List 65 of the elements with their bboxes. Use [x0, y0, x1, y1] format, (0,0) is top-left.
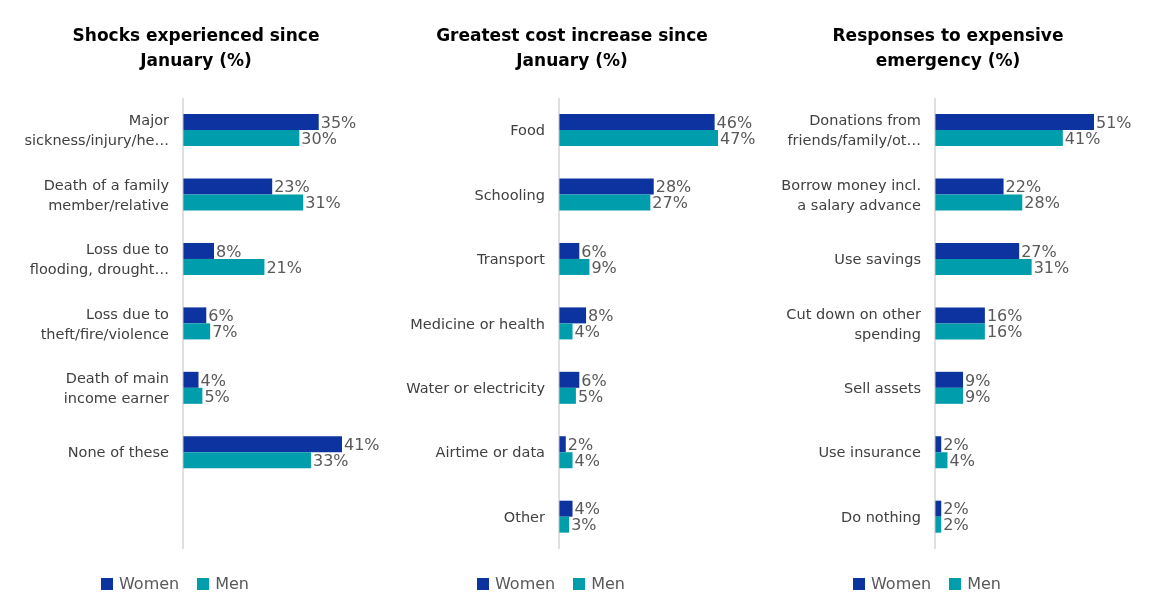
- y-tick-label: Use savings: [834, 251, 921, 268]
- bar: [559, 500, 573, 517]
- bar: [559, 114, 715, 131]
- y-tick-label: Borrow money incl. a salary advance: [781, 176, 922, 213]
- bar: [183, 194, 304, 211]
- bar: [183, 130, 300, 147]
- legend-label: Women: [869, 574, 932, 593]
- legend-label: Women: [493, 574, 556, 593]
- bar: [559, 323, 573, 340]
- bar: [183, 387, 203, 404]
- bar: [183, 258, 265, 275]
- y-tick-label: Medicine or health: [410, 315, 545, 332]
- y-tick-label: Loss due to flooding, drought…: [29, 241, 170, 278]
- bar: [935, 114, 1094, 131]
- y-tick-label: Sell assets: [844, 379, 921, 396]
- legend-label: Men: [214, 574, 250, 593]
- y-tick-label: Transport: [475, 251, 546, 268]
- bar: [183, 323, 211, 340]
- y-tick-label: Airtime or data: [435, 444, 545, 461]
- y-tick-label: Major sickness/injury/he…: [24, 112, 170, 149]
- bar: [935, 242, 1020, 259]
- chart-title: Shocks experienced since January (%): [71, 24, 321, 72]
- bar: [183, 307, 207, 324]
- bar: [559, 258, 590, 275]
- y-tick-label: Death of main income earner: [63, 369, 170, 406]
- bar: [183, 452, 311, 469]
- bar: [183, 242, 215, 259]
- bar: [559, 194, 651, 211]
- bar: [559, 130, 718, 147]
- y-tick-label: Water or electricity: [406, 379, 546, 396]
- y-tick-label: Other: [503, 508, 546, 525]
- bar: [183, 436, 342, 453]
- bar: [559, 371, 580, 388]
- legend-label: Men: [966, 574, 1002, 593]
- bar: [935, 307, 985, 324]
- y-tick-label: Loss due to theft/fire/violence: [40, 305, 170, 342]
- bar: [935, 258, 1032, 275]
- y-tick-label: Death of a family member/relative: [43, 176, 170, 213]
- bar: [935, 387, 964, 404]
- bar: [935, 194, 1023, 211]
- y-tick-label: Do nothing: [840, 508, 921, 525]
- bar: [559, 242, 580, 259]
- bar: [559, 387, 576, 404]
- bar: [935, 178, 1004, 195]
- bar: [559, 307, 587, 324]
- data-label: 21%: [266, 257, 302, 277]
- legend-label: Men: [590, 574, 626, 593]
- chart-title: Responses to expensive emergency (%): [831, 24, 1065, 72]
- bar: [559, 178, 654, 195]
- y-tick-label: Food: [510, 122, 545, 139]
- y-tick-label: Cut down on other spending: [786, 305, 922, 342]
- y-tick-label: None of these: [67, 444, 170, 461]
- bar: [935, 130, 1063, 147]
- bar: [183, 178, 273, 195]
- bar: [935, 323, 985, 340]
- chart-title: Greatest cost increase since January (%): [435, 24, 709, 72]
- y-tick-label: Use insurance: [818, 444, 922, 461]
- bar: [935, 371, 964, 388]
- y-tick-label: Schooling: [474, 186, 545, 203]
- bar: [183, 371, 199, 388]
- bar: [183, 114, 319, 131]
- bar: [559, 452, 573, 469]
- y-tick-label: Donations from friends/family/ot…: [787, 112, 921, 149]
- legend-label: Women: [117, 574, 180, 593]
- data-label: 8%: [216, 241, 242, 261]
